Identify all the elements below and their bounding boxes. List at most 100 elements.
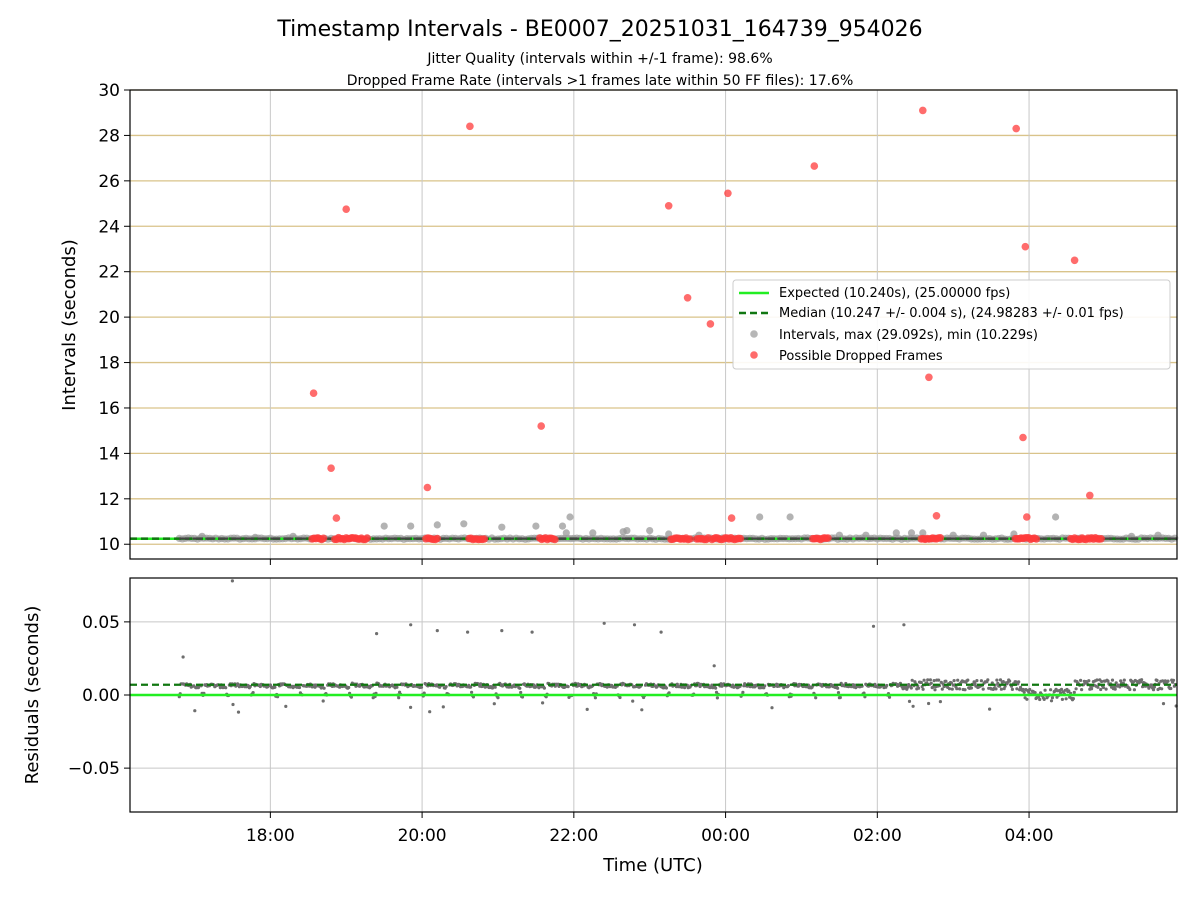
- residual-point: [500, 629, 504, 633]
- residual-point: [640, 708, 644, 712]
- residual-point: [1079, 678, 1083, 683]
- residual-point: [909, 686, 913, 690]
- dropped-frame-point: [936, 534, 945, 542]
- residual-point: [273, 685, 277, 689]
- intervals-y-tick-label: 16: [98, 399, 120, 419]
- residual-point: [667, 691, 671, 695]
- interval-point: [1052, 513, 1060, 521]
- interval-point: [1154, 531, 1162, 539]
- residual-point: [910, 678, 914, 682]
- residual-point: [444, 685, 448, 689]
- residual-point: [1060, 697, 1064, 702]
- residual-point: [659, 630, 663, 634]
- residual-point: [973, 681, 977, 686]
- residual-point: [952, 679, 956, 683]
- interval-point: [835, 531, 844, 539]
- residual-point: [838, 695, 842, 700]
- dropped-frame-point: [1023, 513, 1031, 521]
- residual-point: [770, 706, 774, 710]
- dropped-frame-point: [1012, 124, 1020, 133]
- residual-point: [926, 678, 930, 682]
- residual-point: [236, 710, 241, 714]
- dropped-frame-point: [319, 534, 328, 543]
- residual-point: [1022, 690, 1026, 694]
- intervals-panel: 10 12 14 16 18 20 22 24 26 28 30 Intervals (second…: [59, 81, 1179, 565]
- residual-point: [1074, 687, 1078, 691]
- residual-point: [1166, 679, 1170, 683]
- residual-point: [1113, 687, 1117, 691]
- dropped-frame-point: [480, 535, 489, 543]
- residual-point: [1025, 697, 1029, 701]
- residual-point: [922, 678, 926, 682]
- residual-point: [986, 678, 990, 682]
- residual-point: [1008, 679, 1012, 683]
- residual-point: [419, 685, 424, 689]
- residual-point: [814, 696, 818, 700]
- residual-point: [428, 710, 432, 714]
- interval-point: [460, 520, 468, 528]
- interval-point: [566, 513, 574, 521]
- residual-point: [937, 678, 941, 682]
- residual-point: [224, 686, 228, 690]
- residual-point: [1101, 685, 1105, 690]
- dropped-frame-point: [664, 202, 673, 210]
- residual-point: [230, 579, 234, 583]
- residual-point: [979, 679, 984, 683]
- residual-point: [321, 699, 325, 703]
- residual-point: [1171, 678, 1176, 682]
- interval-point: [979, 531, 988, 539]
- residual-point: [593, 696, 598, 700]
- intervals-y-tick-label: 22: [98, 263, 120, 283]
- residual-point: [1010, 687, 1015, 692]
- residual-point: [1100, 679, 1104, 684]
- residual-point: [1090, 687, 1094, 691]
- residual-point: [397, 696, 401, 700]
- residual-point: [871, 624, 876, 628]
- residual-point: [1028, 687, 1032, 692]
- interval-point: [498, 523, 506, 531]
- residual-point: [251, 691, 255, 695]
- dropped-frame-point: [423, 483, 432, 492]
- residual-point: [1152, 685, 1156, 689]
- residual-point: [236, 682, 240, 686]
- residual-point: [1071, 697, 1075, 701]
- residuals-y-tick-label: 0.00: [82, 686, 120, 706]
- chart-subtitle-dropped: Dropped Frame Rate (intervals >1 frames …: [347, 73, 854, 89]
- residual-point: [1095, 678, 1099, 682]
- dropped-frame-point: [363, 534, 371, 542]
- residual-point: [1160, 687, 1164, 691]
- dropped-frame-point: [683, 294, 692, 302]
- residuals-x-tick-label: 00:00: [701, 826, 750, 846]
- interval-point: [589, 529, 597, 537]
- residual-point: [284, 704, 288, 709]
- legend-intervals-swatch: [750, 330, 758, 338]
- residual-point: [958, 687, 962, 691]
- interval-point: [646, 527, 654, 535]
- residual-point: [925, 681, 929, 685]
- interval-point: [380, 522, 388, 530]
- residual-point: [933, 688, 937, 692]
- residual-point: [1169, 686, 1173, 691]
- residual-point: [927, 701, 931, 706]
- residual-point: [530, 630, 534, 634]
- residual-point: [1161, 702, 1166, 706]
- dropped-frame-point: [925, 373, 933, 382]
- intervals-y-axis-label: Intervals (seconds): [59, 239, 80, 411]
- residual-point: [409, 705, 413, 710]
- residual-point: [1015, 687, 1019, 691]
- interval-point: [433, 521, 441, 529]
- residual-point: [1080, 688, 1084, 692]
- residual-point: [1140, 678, 1144, 682]
- residual-point: [231, 702, 235, 707]
- dropped-frame-point: [332, 514, 341, 522]
- residual-point: [1110, 678, 1115, 682]
- residual-point: [938, 700, 943, 704]
- residual-point: [741, 690, 745, 695]
- residual-point: [1150, 683, 1154, 687]
- residual-point: [929, 681, 933, 685]
- residual-point: [1064, 697, 1068, 701]
- residual-point: [907, 699, 912, 704]
- interval-point: [558, 522, 567, 530]
- intervals-y-tick-label: 10: [98, 535, 120, 555]
